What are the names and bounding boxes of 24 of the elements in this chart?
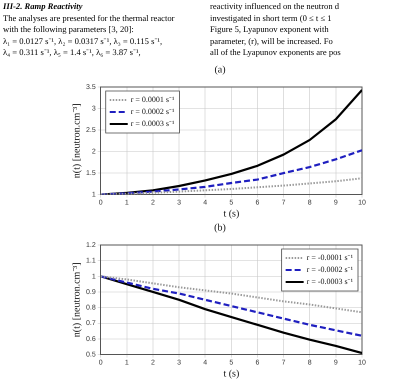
text: reactivity influenced on the neutron d (210, 1, 340, 12)
legend-label: r = -0.0001 s⁻¹ (306, 253, 354, 262)
legend-label: r = 0.0001 s⁻¹ (130, 95, 176, 104)
legend-label: r = 0.0003 s⁻¹ (130, 119, 176, 128)
line-series (100, 275, 362, 314)
text: III-2. Ramp Reactivity (3, 1, 84, 12)
chart-title: (b) (214, 222, 226, 234)
text: all of the Lyapunov exponents are pos (210, 47, 342, 58)
line-series (100, 275, 362, 337)
y-axis-title: n(t) [neutron.cm⁻³] (72, 103, 83, 178)
x-axis-title: t (s) (223, 368, 240, 380)
legend-label: r = -0.0003 s⁻¹ (306, 277, 354, 286)
text: λ₁ = 0.0127 s⁻¹, λ₂ = 0.0317 s⁻¹, λ₃ = 0.115 s⁻¹, (3, 36, 164, 47)
chart-title: (a) (214, 64, 226, 76)
text: investigated in short term (0 ≤ t ≤ 1 (210, 12, 333, 24)
text: parameter, (r), will be increased. Fo (210, 36, 334, 47)
text: The analyses are presented for the thermal reactor (3, 12, 176, 24)
x-axis-title: t (s) (223, 208, 240, 220)
legend-label: r = -0.0002 s⁻¹ (306, 265, 354, 274)
text: λ₄ = 0.311 s⁻¹, λ₅ = 1.4 s⁻¹, λ₆ = 3.87 s⁻¹, (3, 47, 142, 58)
text: with the following parameters [3, 20]: (3, 24, 135, 36)
y-axis-title: n(t) [neutron.cm⁻³] (72, 262, 83, 338)
caption: Figure 5, Lyapunov exponent with (210, 24, 330, 36)
legend-label: r = 0.0002 s⁻¹ (130, 107, 176, 116)
